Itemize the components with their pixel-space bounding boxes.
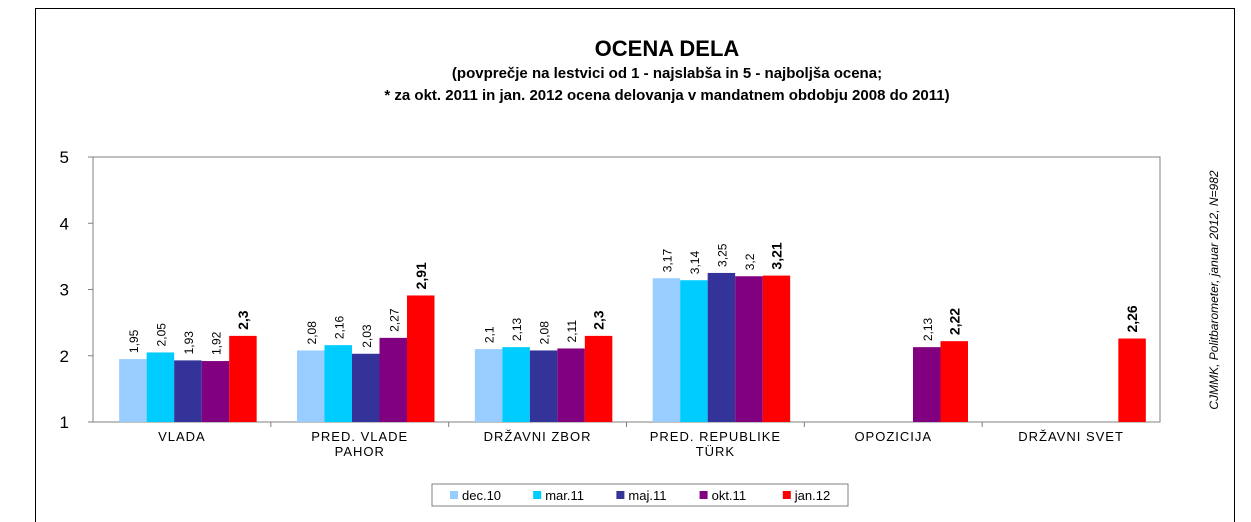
bar	[652, 278, 681, 422]
bar	[174, 360, 202, 422]
x-tick-label: PAHOR	[335, 444, 385, 459]
legend-box	[431, 483, 849, 507]
bar	[474, 349, 503, 422]
x-tick-label: PRED. VLADE	[311, 429, 408, 444]
y-tick-label: 2	[60, 347, 69, 366]
bar	[297, 350, 325, 422]
bar	[229, 335, 257, 422]
bar	[584, 335, 613, 422]
value-label: 2,1	[483, 326, 497, 343]
value-label: 1,92	[209, 331, 223, 355]
value-label: 1,95	[127, 329, 141, 353]
bar	[762, 275, 791, 422]
bar	[557, 348, 585, 422]
bar	[913, 347, 941, 422]
legend-swatch	[616, 491, 625, 499]
value-label: 2,3	[591, 310, 607, 330]
x-tick-label: VLADA	[158, 429, 206, 444]
value-label: 2,22	[946, 308, 962, 335]
x-tick-label: PRED. REPUBLIKE	[650, 429, 781, 444]
value-label: 2,03	[360, 324, 374, 348]
value-label: 2,3	[235, 310, 251, 330]
value-label: 3,17	[660, 249, 674, 273]
value-label: 2,26	[1124, 305, 1140, 332]
bar	[529, 350, 558, 422]
legend-swatch	[782, 491, 791, 499]
y-tick-label: 5	[60, 148, 69, 167]
value-label: 2,08	[305, 321, 319, 345]
legend-label: mar.11	[545, 488, 584, 503]
bar	[119, 359, 147, 422]
value-label: 2,05	[154, 323, 168, 347]
bar	[940, 341, 968, 422]
legend-label: jan.12	[794, 488, 830, 503]
bar	[1118, 338, 1146, 422]
value-label: 2,16	[332, 315, 346, 339]
value-label: 3,14	[688, 251, 702, 275]
value-label: 2,27	[387, 308, 401, 332]
bar	[407, 295, 435, 422]
bar	[735, 276, 763, 422]
y-tick-label: 3	[60, 281, 69, 300]
x-tick-label: OPOZICIJA	[854, 429, 932, 444]
y-tick-label: 1	[60, 413, 69, 432]
legend-label: okt.11	[712, 488, 746, 503]
value-label: 3,21	[768, 242, 784, 269]
value-label: 3,25	[715, 243, 729, 267]
value-label: 2,13	[921, 317, 935, 341]
legend-label: dec.10	[462, 488, 501, 503]
legend-swatch	[699, 491, 708, 499]
value-label: 2,08	[538, 321, 552, 345]
value-label: 2,13	[510, 317, 524, 341]
x-tick-label: TÜRK	[696, 444, 735, 459]
value-label: 3,2	[743, 253, 757, 270]
source-note: CJMMK, Politbarometer, januar 2012, N=98…	[1207, 170, 1221, 409]
chart-subtitle: * za okt. 2011 in jan. 2012 ocena delova…	[384, 87, 949, 104]
legend-swatch	[533, 491, 542, 499]
legend-label: maj.11	[628, 488, 666, 503]
x-tick-label: DRŽAVNI ZBOR	[484, 429, 592, 444]
bar	[680, 280, 708, 422]
value-label: 2,91	[413, 262, 429, 289]
chart-subtitle: (povprečje na lestvici od 1 - najslabša …	[452, 65, 882, 82]
bar	[324, 345, 352, 422]
value-label: 1,93	[182, 331, 196, 355]
y-tick-label: 4	[60, 214, 69, 233]
bar	[201, 361, 230, 422]
chart-title: OCENA DELA	[595, 36, 740, 61]
bar	[502, 347, 530, 422]
bar	[379, 337, 407, 422]
bar	[352, 353, 380, 422]
bar	[146, 352, 175, 422]
plot-area	[92, 156, 1161, 423]
bar	[707, 272, 736, 422]
x-tick-label: DRŽAVNI SVET	[1018, 429, 1124, 444]
legend-swatch	[450, 491, 458, 499]
value-label: 2,11	[565, 320, 579, 343]
